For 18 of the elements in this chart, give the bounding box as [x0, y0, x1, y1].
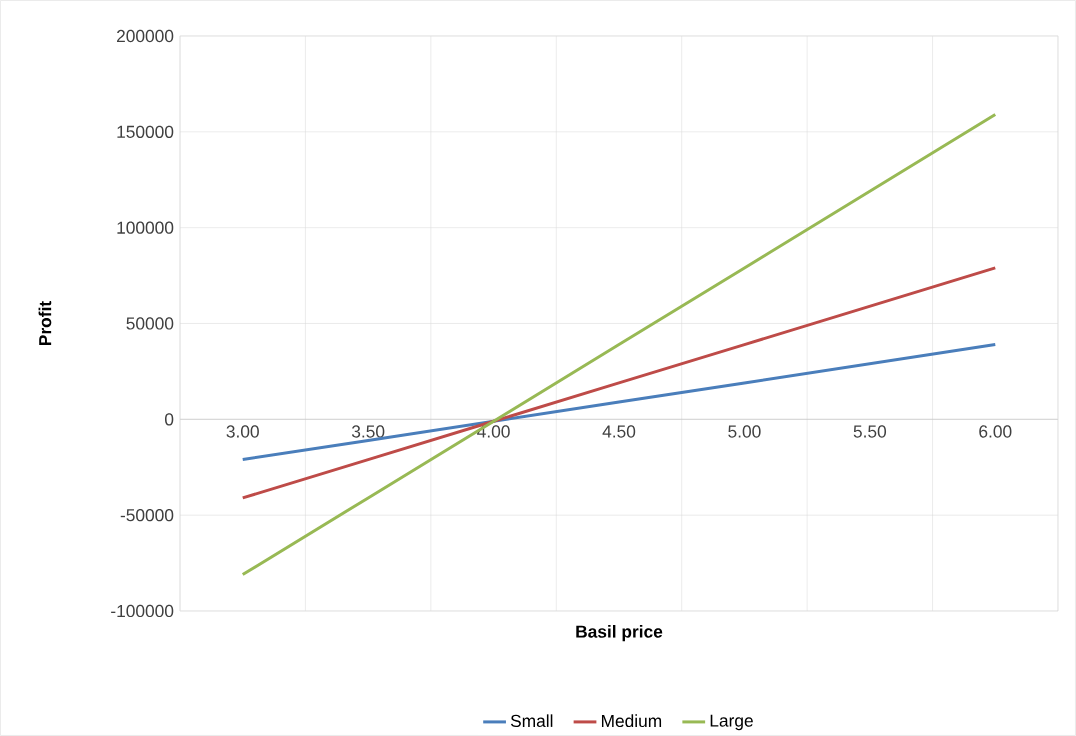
legend-label: Medium: [601, 714, 662, 728]
x-tick-label: 3.00: [226, 425, 259, 438]
x-axis-title: Basil price: [576, 625, 663, 642]
y-tick-label: 0: [164, 413, 174, 426]
legend-label: Small: [510, 714, 553, 728]
y-tick-label: -100000: [111, 604, 174, 618]
y-tick-label: -50000: [120, 509, 174, 522]
legend-label: Large: [710, 714, 753, 731]
y-axis-title: Profit: [38, 301, 52, 345]
y-tick-label: 100000: [117, 221, 174, 234]
y-tick-label: 50000: [126, 317, 174, 330]
x-tick-label: 5.50: [853, 425, 887, 438]
x-tick-label: 5.00: [728, 425, 761, 438]
x-tick-label: 6.00: [979, 425, 1012, 438]
y-tick-label: 200000: [117, 29, 174, 43]
x-tick-label: 3.50: [351, 425, 385, 438]
x-tick-label: 4.50: [602, 425, 636, 438]
y-tick-label: 150000: [117, 125, 174, 138]
